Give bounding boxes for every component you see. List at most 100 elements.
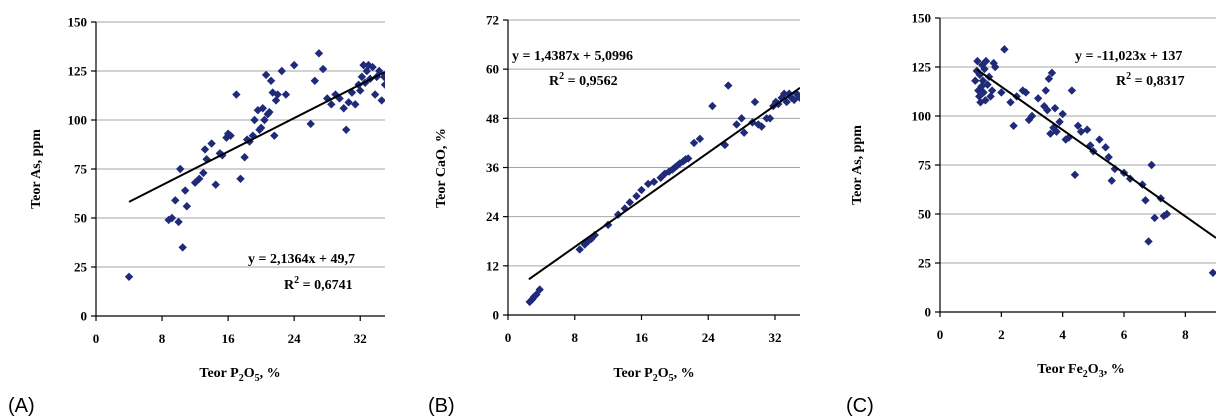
x-axis-title: Teor Fe2O3, %: [1037, 362, 1124, 380]
data-point: [190, 178, 200, 187]
data-point: [1018, 86, 1027, 95]
data-point: [368, 62, 377, 72]
data-point: [236, 174, 245, 183]
data-point: [997, 88, 1006, 97]
y-tick-label: 150: [68, 15, 88, 30]
data-point: [974, 86, 983, 95]
chart-panel-2: 0 25 50 75 100 125 150 0 2 4 6 8 y = -11,023x + 137 R…: [846, 11, 1216, 417]
data-point: [211, 180, 220, 189]
y-tick-label: 0: [925, 305, 932, 320]
data-point: [975, 92, 984, 101]
data-point: [1076, 127, 1086, 136]
data-point: [281, 90, 291, 99]
panel-label: (A): [8, 395, 35, 417]
panel-label: (C): [846, 395, 874, 417]
trendline: [976, 68, 1216, 239]
data-point: [1110, 164, 1119, 174]
panel-label: (B): [428, 395, 455, 417]
data-point: [991, 62, 1000, 72]
data-point: [357, 72, 367, 82]
y-tick-label: 125: [68, 64, 88, 79]
trend-equation: y = 2,1364x + 49,7: [248, 252, 355, 267]
data-point: [739, 128, 749, 137]
data-point: [1070, 170, 1080, 179]
data-point: [370, 90, 380, 99]
chart-panel-0: 0 25 50 75 100 125 150 0 8 16 24 32 y = 2,1364x + 49…: [8, 15, 385, 417]
y-tick-label: 48: [486, 111, 500, 126]
data-point: [575, 245, 584, 254]
data-point: [668, 165, 677, 174]
data-point: [625, 198, 635, 207]
data-point: [1104, 152, 1113, 162]
data-point: [1095, 135, 1104, 144]
trend-equation: y = 1,4387x + 5,0996: [512, 49, 633, 64]
data-point: [529, 292, 539, 302]
data-point: [174, 217, 183, 227]
x-tick-label: 0: [937, 327, 944, 342]
data-point: [226, 131, 235, 140]
data-point: [689, 138, 699, 148]
data-point: [335, 94, 344, 103]
data-point: [978, 76, 988, 85]
data-point: [1086, 141, 1095, 150]
data-point: [273, 90, 282, 99]
data-point: [525, 297, 534, 307]
data-point: [1083, 125, 1092, 134]
data-point: [971, 76, 980, 85]
chart-panel-1: 0 12 24 36 48 60 72 0 8 16 24 32 y = 1,4387x + 5,099…: [428, 13, 800, 417]
data-point: [223, 129, 233, 138]
data-point: [261, 70, 271, 80]
data-point: [1125, 174, 1135, 183]
x-tick-label: 24: [288, 331, 302, 346]
data-point: [310, 76, 320, 85]
data-point: [789, 95, 799, 105]
data-point: [318, 64, 328, 74]
data-point: [973, 56, 982, 66]
data-point: [351, 100, 360, 109]
data-point: [199, 168, 208, 178]
x-tick-label: 0: [505, 330, 512, 345]
data-point: [260, 115, 269, 125]
r-squared: R2 = 0,8317: [1116, 71, 1185, 89]
r-squared: R2 = 0,9562: [549, 71, 618, 89]
data-point: [270, 131, 279, 140]
x-tick-label: 8: [1182, 327, 1189, 342]
data-point: [265, 107, 274, 117]
data-point: [1144, 237, 1153, 246]
data-point: [765, 114, 775, 123]
data-point: [1055, 117, 1064, 127]
data-point: [171, 196, 180, 205]
x-tick-label: 4: [1059, 327, 1066, 342]
x-axis-title: Teor P2O5, %: [199, 366, 280, 384]
data-point: [777, 93, 786, 103]
data-point: [1000, 45, 1009, 54]
data-point: [339, 104, 348, 113]
data-point: [590, 230, 599, 240]
data-point: [649, 177, 659, 187]
data-point: [795, 93, 800, 103]
data-point: [1050, 103, 1060, 113]
data-point: [182, 202, 192, 211]
data-point: [1043, 105, 1052, 115]
data-point: [1150, 213, 1159, 223]
trendline: [128, 71, 385, 203]
y-tick-label: 75: [918, 158, 932, 173]
data-point: [178, 243, 187, 252]
data-point: [359, 60, 368, 70]
data-point: [986, 92, 995, 101]
x-tick-label: 2: [998, 327, 1005, 342]
data-point: [1040, 102, 1049, 111]
data-point: [268, 88, 277, 97]
x-tick-label: 6: [1121, 327, 1128, 342]
y-tick-label: 100: [68, 113, 88, 128]
data-point: [1147, 160, 1156, 170]
x-tick-label: 32: [354, 331, 367, 346]
data-point: [1027, 111, 1037, 121]
y-tick-label: 100: [912, 109, 932, 124]
data-point: [1033, 94, 1043, 103]
data-point: [675, 159, 685, 168]
data-point: [356, 86, 365, 95]
data-point: [240, 153, 249, 162]
y-axis-title: Teor As, ppm: [850, 125, 865, 205]
